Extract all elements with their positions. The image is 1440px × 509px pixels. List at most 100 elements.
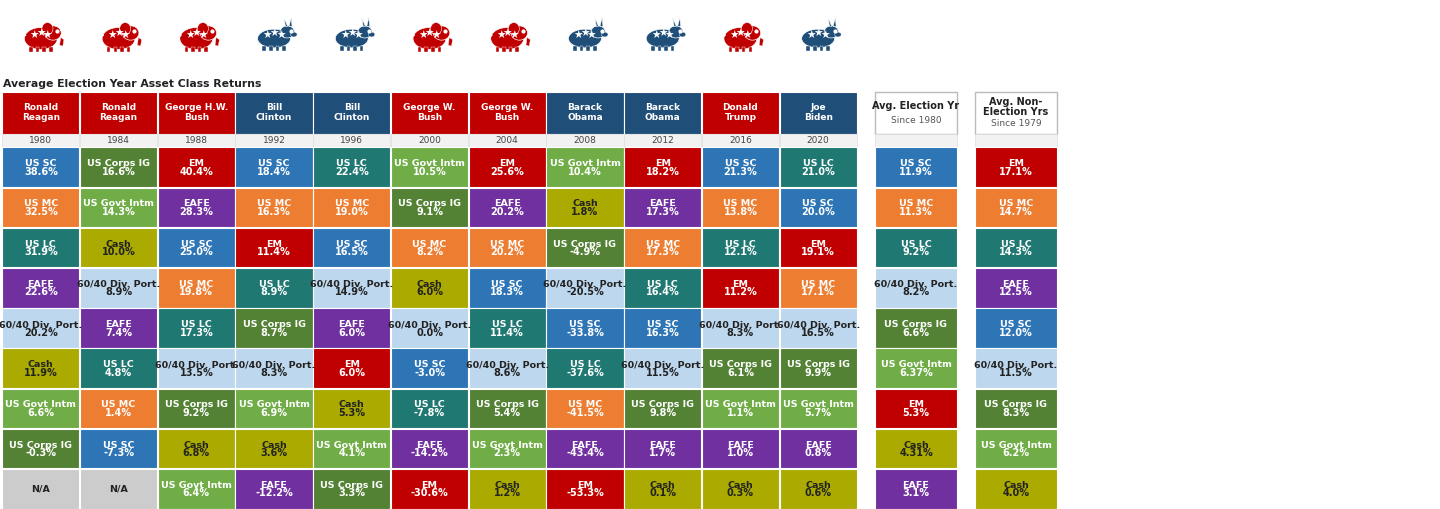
Text: 14.3%: 14.3% [102, 207, 135, 217]
Text: EAFE: EAFE [27, 280, 55, 289]
Text: US MC: US MC [899, 200, 933, 208]
Text: US Govt Intm: US Govt Intm [981, 441, 1051, 449]
Text: Bill: Bill [266, 103, 282, 112]
Text: US LC: US LC [900, 240, 932, 248]
Text: EM: EM [655, 159, 671, 168]
Text: 25.6%: 25.6% [491, 166, 524, 177]
Text: -37.6%: -37.6% [566, 367, 603, 378]
FancyBboxPatch shape [3, 349, 79, 388]
Text: ★: ★ [806, 31, 816, 41]
Text: 8.3%: 8.3% [1002, 408, 1030, 418]
Text: EAFE: EAFE [727, 441, 755, 449]
Text: US MC: US MC [256, 200, 291, 208]
Text: 22.6%: 22.6% [24, 287, 58, 297]
Text: Bush: Bush [184, 113, 209, 122]
FancyBboxPatch shape [701, 429, 779, 468]
Text: Reagan: Reagan [99, 113, 138, 122]
Text: ★: ★ [347, 29, 357, 39]
FancyBboxPatch shape [314, 429, 390, 468]
FancyBboxPatch shape [806, 46, 809, 50]
FancyBboxPatch shape [360, 46, 363, 50]
Text: US Corps IG: US Corps IG [985, 401, 1047, 409]
FancyBboxPatch shape [779, 308, 857, 348]
FancyBboxPatch shape [779, 268, 857, 307]
FancyBboxPatch shape [779, 228, 857, 267]
Text: Obama: Obama [645, 113, 681, 122]
FancyBboxPatch shape [468, 308, 546, 348]
FancyBboxPatch shape [624, 469, 701, 508]
Ellipse shape [336, 29, 369, 48]
FancyBboxPatch shape [624, 187, 701, 227]
Ellipse shape [122, 26, 138, 40]
Text: 7.4%: 7.4% [105, 327, 132, 337]
Text: George W.: George W. [403, 103, 455, 112]
Ellipse shape [45, 26, 62, 40]
FancyBboxPatch shape [468, 389, 546, 428]
Ellipse shape [102, 27, 135, 49]
Text: 38.6%: 38.6% [24, 166, 58, 177]
Text: ★: ★ [658, 29, 667, 39]
FancyBboxPatch shape [546, 389, 624, 428]
Text: ★: ★ [664, 31, 674, 41]
Text: US Govt Intm: US Govt Intm [317, 441, 387, 449]
FancyBboxPatch shape [819, 46, 824, 50]
Text: 17.3%: 17.3% [645, 247, 680, 257]
Text: US Corps IG: US Corps IG [320, 481, 383, 490]
Text: US MC: US MC [179, 280, 213, 289]
Text: EAFE: EAFE [649, 200, 677, 208]
Text: ★: ★ [651, 31, 661, 41]
FancyBboxPatch shape [546, 134, 624, 147]
FancyBboxPatch shape [975, 228, 1057, 267]
Text: 10.5%: 10.5% [413, 166, 446, 177]
Text: US MC: US MC [567, 401, 602, 409]
Text: 6.4%: 6.4% [183, 489, 210, 498]
Text: 14.3%: 14.3% [999, 247, 1032, 257]
Text: US LC: US LC [415, 401, 445, 409]
Ellipse shape [24, 27, 58, 49]
Text: ★: ★ [199, 31, 207, 41]
FancyBboxPatch shape [81, 308, 157, 348]
Text: US LC: US LC [26, 240, 56, 248]
FancyBboxPatch shape [701, 349, 779, 388]
FancyBboxPatch shape [3, 268, 79, 307]
FancyBboxPatch shape [236, 389, 312, 428]
Text: 5.4%: 5.4% [494, 408, 521, 418]
FancyBboxPatch shape [314, 268, 390, 307]
Text: ★: ★ [573, 31, 583, 41]
FancyBboxPatch shape [975, 308, 1057, 348]
Text: ★: ★ [425, 29, 435, 39]
FancyBboxPatch shape [779, 429, 857, 468]
Text: Cash: Cash [572, 200, 598, 208]
Text: 17.3%: 17.3% [645, 207, 680, 217]
Text: Election Yrs: Election Yrs [984, 107, 1048, 117]
FancyBboxPatch shape [158, 147, 235, 187]
Text: 10.0%: 10.0% [102, 247, 135, 257]
Ellipse shape [590, 26, 605, 38]
Text: US LC: US LC [337, 159, 367, 168]
Polygon shape [284, 18, 288, 26]
Text: 9.9%: 9.9% [805, 367, 832, 378]
FancyBboxPatch shape [624, 92, 701, 134]
FancyBboxPatch shape [236, 147, 312, 187]
Text: 2000: 2000 [418, 136, 441, 145]
FancyBboxPatch shape [779, 389, 857, 428]
Text: US LC: US LC [104, 360, 134, 369]
Text: 9.2%: 9.2% [903, 247, 929, 257]
Text: 6.37%: 6.37% [899, 367, 933, 378]
Text: US Corps IG: US Corps IG [86, 159, 150, 168]
Text: 8.2%: 8.2% [416, 247, 444, 257]
Text: Avg. Non-: Avg. Non- [989, 97, 1043, 107]
FancyBboxPatch shape [390, 134, 468, 147]
Text: 2004: 2004 [495, 136, 518, 145]
Text: 6.6%: 6.6% [27, 408, 55, 418]
Text: Cash: Cash [183, 441, 209, 449]
FancyBboxPatch shape [390, 308, 468, 348]
FancyBboxPatch shape [158, 308, 235, 348]
Ellipse shape [413, 27, 446, 49]
FancyBboxPatch shape [546, 228, 624, 267]
Text: 11.9%: 11.9% [24, 367, 58, 378]
FancyBboxPatch shape [314, 147, 390, 187]
Text: US SC: US SC [724, 159, 756, 168]
Text: ★: ★ [184, 31, 194, 41]
Text: Clinton: Clinton [334, 113, 370, 122]
